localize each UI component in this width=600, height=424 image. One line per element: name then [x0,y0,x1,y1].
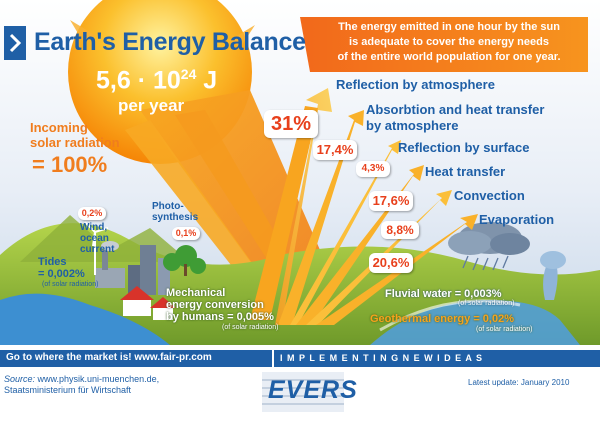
header-banner-bg [310,17,588,72]
houses-graphic [120,286,176,320]
title-chevron-box [4,26,26,60]
photosynthesis-pct: 0,1% [172,227,200,240]
evers-logo-graphic [262,372,344,412]
header-banner: The energy emitted in one hour by the su… [312,20,586,65]
page-title: Earth's Energy Balance [34,28,306,56]
sun-energy-value: 5,6 · 1024 J [96,66,217,95]
geothermal-note: (of solar radiation) [476,326,533,333]
sun-energy-main: 5,6 · 10 [96,66,181,95]
wind-label-line-2: ocean [80,233,109,244]
fluvial-note: (of solar radiation) [458,300,515,307]
mechanical-line-2: energy conversion [166,299,264,311]
photosynthesis-line-2: synthesis [152,212,199,223]
latest-update: Latest update: January 2010 [468,378,570,387]
flow-label-reflection-surface: Reflection by surface [398,140,530,155]
mechanical-line-3: by humans = 0,005% [166,311,274,323]
wind-pct: 0,2% [78,207,106,220]
sun-energy-exponent: 24 [180,66,197,82]
incoming-line-2: solar radiation [30,135,120,150]
flow-pct-evaporation: 20,6% [369,253,413,273]
evers-logo: EVERS [268,376,358,404]
wind-label-line-1: Wind, [80,222,108,233]
mechanical-line-1: Mechanical [166,287,226,299]
wind-label-line-3: current [80,244,115,255]
footer-slogan: I M P L E M E N T I N G N E W I D E A S [280,353,484,363]
photosynthesis-line-1: Photo- [152,201,184,212]
source-line-1: Source: www.physik.uni-muenchen.de, [4,374,159,384]
source-label: Source: [4,374,36,384]
flow-pct-reflection-surface: 4,3% [356,161,390,177]
tides-label: Tides [38,256,67,268]
source-url[interactable]: www.physik.uni-muenchen.de, [35,374,160,384]
flow-label-absorption: Absorbtion and heat transfer by atmosphe… [366,102,544,134]
trees-graphic [163,245,206,276]
flow-label-absorption-line-2: by atmosphere [366,118,459,133]
banner-line-2: is adequate to cover the energy needs [349,36,549,48]
flow-label-reflection-atmosphere: Reflection by atmosphere [336,77,495,92]
river-water [370,300,580,345]
flow-pct-convection: 8,8% [381,221,419,239]
rain-cloud-graphic [448,222,530,271]
flow-label-convection: Convection [454,188,525,203]
flow-label-evaporation: Evaporation [479,212,555,227]
wind-label: Wind, ocean current [80,222,114,255]
factory-graphic [95,241,125,288]
banner-line-3: of the entire world population for one y… [337,51,561,63]
flow-label-heat-transfer: Heat transfer [425,164,506,179]
mechanical-note: (of solar radiation) [222,324,279,331]
geothermal-label: Geothermal energy = 0,02% [370,313,514,325]
flow-pct-heat-transfer: 17,6% [369,191,413,211]
wind-turbine-graphic [84,221,109,275]
incoming-label: Incoming solar radiation [30,120,120,150]
ocean-water [0,293,170,345]
tides-note: (of solar radiation) [42,281,99,288]
photosynthesis-label: Photo- synthesis [152,201,198,223]
mechanical-label: Mechanical energy conversion by humans =… [166,287,274,323]
sun-per-year: per year [118,96,185,115]
banner-line-1: The energy emitted in one hour by the su… [338,21,560,33]
footer-bar-bg [0,350,600,367]
flow-pct-absorption: 17,4% [313,140,357,160]
fluvial-label: Fluvial water = 0,003% [385,288,502,300]
incoming-line-1: Incoming [30,120,88,135]
flow-label-absorption-line-1: Absorbtion and heat transfer [366,102,545,117]
incoming-value: = 100% [32,152,108,177]
footer-link-text[interactable]: Go to where the market is! www.fair-pr.c… [6,352,212,363]
steam-graphic [540,251,566,300]
tides-value: = 0,002% [38,268,85,280]
source-line-2: Staatsministerium für Wirtschaft [4,385,132,395]
sun-energy-unit: J [196,66,218,95]
flow-pct-reflection-atmosphere: 31% [264,110,318,138]
